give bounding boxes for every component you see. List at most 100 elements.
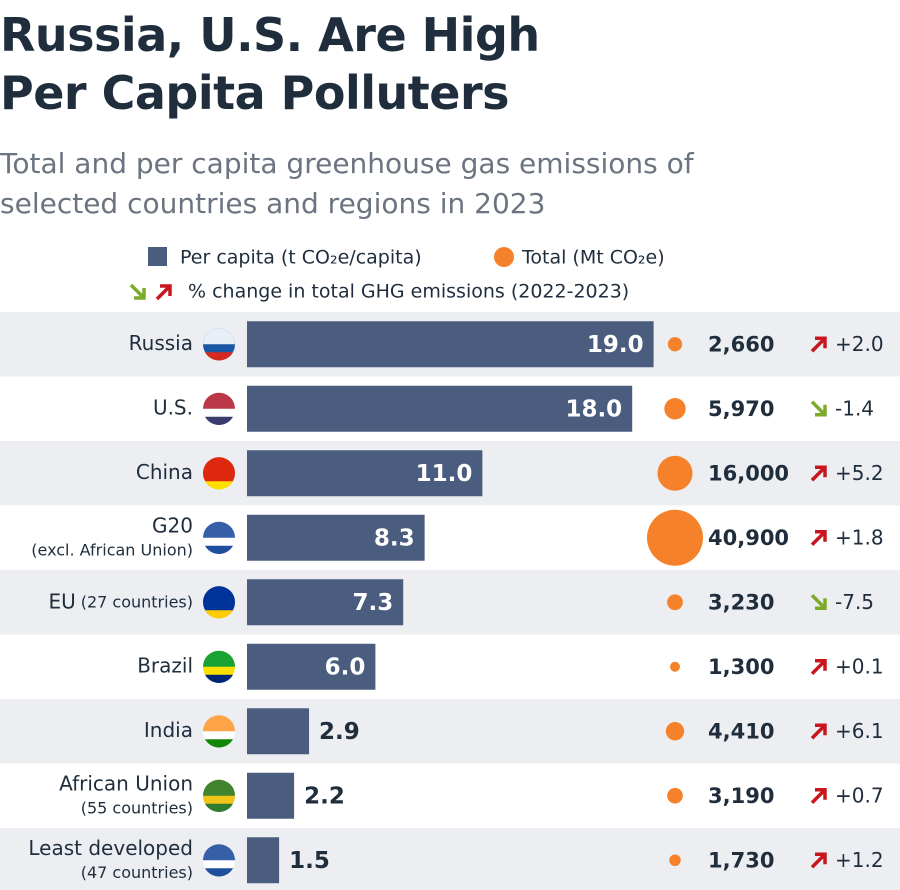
flag: [203, 392, 235, 409]
change-label: +0.7: [835, 783, 884, 807]
change-label: +2.0: [835, 332, 884, 356]
bar-value-label: 1.5: [289, 848, 330, 874]
total-bubble: [670, 661, 680, 672]
flag: [203, 457, 235, 474]
chart-title: Russia, U.S. Are High Per Capita Pollute…: [0, 8, 540, 120]
change-mark: [810, 465, 827, 482]
change-arrow: [810, 659, 827, 675]
flag: [205, 674, 233, 684]
change-mark: [810, 336, 827, 353]
flag: [203, 328, 235, 345]
total-bubble: [667, 787, 683, 804]
flag: [203, 715, 235, 732]
change-arrow: [810, 723, 827, 740]
flag: [205, 868, 233, 877]
category-label: African Union: [59, 771, 193, 795]
change-mark: [810, 594, 827, 610]
change-arrow: [810, 594, 827, 610]
legend-label: % change in total GHG emissions (2022-20…: [188, 281, 629, 303]
change-arrow: [810, 465, 827, 482]
bar: [247, 321, 654, 368]
total-label: 2,660: [708, 332, 774, 356]
total-label: 3,190: [708, 784, 774, 808]
bar-value-label: 8.3: [374, 525, 415, 551]
row-band: [0, 828, 900, 890]
change-arrow: [810, 530, 827, 546]
row-band: [0, 570, 900, 635]
category-name: EU: [48, 589, 75, 613]
bar-value-label: 2.2: [304, 783, 345, 809]
category-note: (55 countries): [81, 798, 193, 817]
bar-value-label: 11.0: [416, 461, 473, 487]
change-mark: [810, 659, 827, 675]
row-band: [0, 699, 900, 764]
flag: [203, 650, 235, 667]
category-label: China: [136, 460, 193, 484]
total-bubble: [667, 337, 683, 352]
total-label: 1,730: [708, 848, 774, 872]
change-arrow: [810, 788, 827, 804]
legend-label: Per capita (t CO₂e/capita): [180, 247, 422, 269]
flag: [205, 352, 233, 361]
total-bubble: [667, 594, 683, 611]
total-label: 4,410: [708, 719, 774, 743]
bar-value-label: 19.0: [587, 332, 644, 358]
flag: [205, 739, 233, 748]
change-arrow: [810, 400, 827, 417]
total-bubble: [665, 722, 685, 741]
category-label: U.S.: [153, 395, 193, 419]
category-label: G20: [152, 513, 193, 537]
change-label: +5.2: [835, 461, 884, 485]
change-mark: [810, 530, 827, 546]
change-arrow: [129, 283, 146, 300]
category-note: (excl. African Union): [31, 540, 193, 559]
bar: [247, 385, 633, 432]
total-bubble: [669, 854, 681, 867]
total-label: 1,300: [708, 655, 774, 679]
change-mark: [810, 723, 827, 740]
flag: [203, 844, 235, 861]
change-mark: [810, 788, 827, 804]
change-mark: [810, 400, 827, 417]
total-bubble: [657, 455, 693, 491]
bar-value-label: 7.3: [352, 590, 393, 616]
category-label: Russia: [129, 331, 193, 355]
change-arrow: [810, 852, 827, 869]
bar-value-label: 6.0: [325, 654, 366, 680]
bar: [247, 450, 483, 497]
total-bubble: [647, 509, 703, 566]
change-arrow: [810, 336, 827, 353]
change-label: +6.1: [835, 719, 884, 743]
total-label: 16,000: [708, 461, 789, 485]
change-label: -1.4: [835, 396, 874, 420]
change-label: +1.2: [835, 848, 884, 872]
bar-value-label: 18.0: [565, 396, 622, 422]
category-label: EU (27 countries): [48, 589, 193, 613]
bar: [247, 772, 295, 819]
chart-subtitle: Total and per capita greenhouse gas emis…: [0, 147, 694, 220]
flag: [205, 803, 233, 813]
change-label: +0.1: [835, 654, 884, 678]
total-label: 3,230: [708, 590, 774, 614]
flag: [205, 610, 233, 619]
change-mark: [810, 852, 827, 869]
flag: [205, 416, 233, 426]
legend-swatch: [494, 247, 514, 267]
bar: [247, 643, 376, 690]
bar: [247, 837, 280, 884]
total-label: 5,970: [708, 397, 774, 421]
flag: [203, 779, 235, 796]
change-label: +1.8: [835, 525, 884, 549]
category-label: Brazil: [137, 653, 193, 677]
flag: [205, 545, 233, 555]
legend-swatch: [148, 247, 167, 266]
bar: [247, 514, 425, 561]
change-label: -7.5: [835, 590, 874, 614]
category-label: India: [144, 718, 193, 742]
legend-label: Total (Mt CO₂e): [521, 247, 665, 269]
total-bubble: [664, 398, 686, 420]
bar: [247, 708, 310, 755]
bar: [247, 579, 404, 626]
